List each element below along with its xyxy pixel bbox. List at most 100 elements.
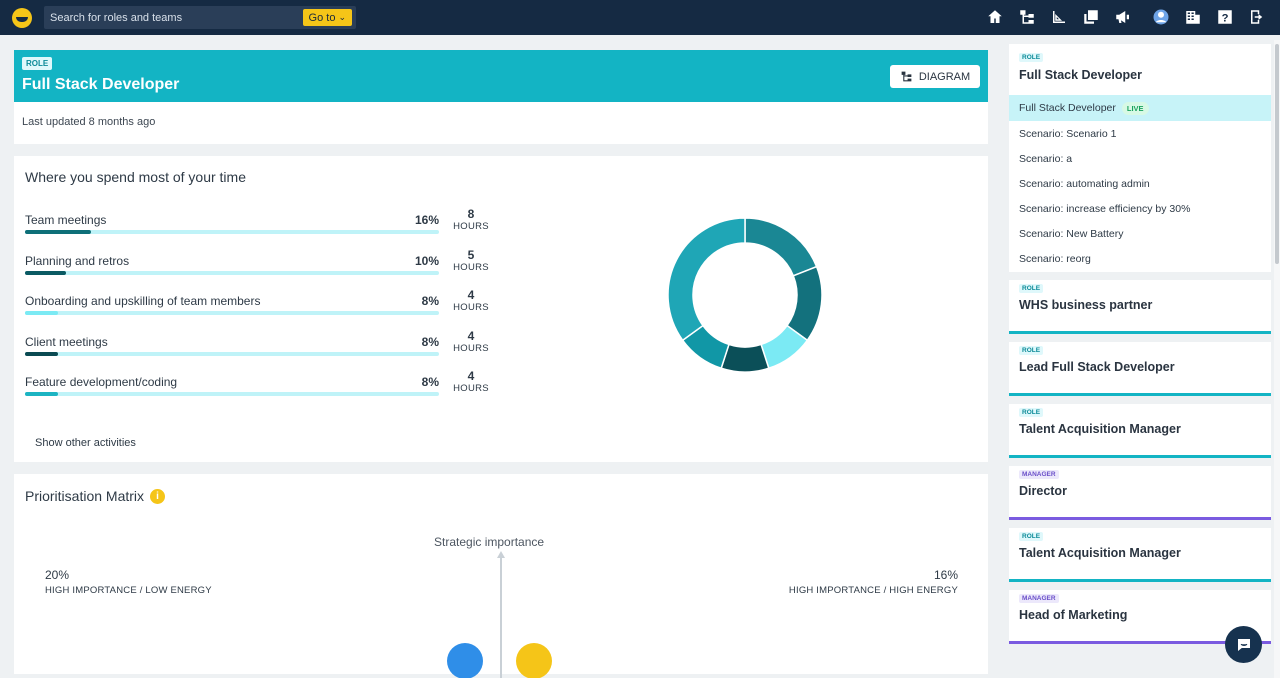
activity-percent: 8% — [421, 334, 439, 349]
role-card-accent — [1009, 517, 1271, 520]
donut-slice[interactable] — [667, 217, 746, 342]
activity-progress-fill — [25, 311, 59, 316]
role-card-title: WHS business partner — [1019, 298, 1153, 312]
activity-percent: 8% — [421, 294, 439, 309]
role-card-title: Talent Acquisition Manager — [1019, 422, 1181, 436]
info-icon[interactable]: i — [150, 488, 166, 504]
logout-icon[interactable] — [1248, 8, 1266, 26]
user-avatar-icon[interactable] — [1152, 8, 1170, 26]
activity-hours: 5 HOURS — [451, 248, 491, 274]
chat-button[interactable] — [1225, 626, 1262, 663]
role-sidebar: ROLE Full Stack Developer Full Stack Dev… — [1009, 44, 1271, 652]
scenario-item[interactable]: Scenario: Scenario 1 — [1019, 127, 1117, 140]
hours-unit: HOURS — [453, 342, 489, 354]
top-navigation-bar: Go to ⌄ ? — [0, 0, 1280, 35]
org-chart-icon — [901, 71, 912, 82]
activity-progress-fill — [25, 270, 67, 275]
activity-label: Planning and retros — [25, 253, 130, 268]
activity-hours: 8 HOURS — [451, 207, 491, 233]
page-title: Full Stack Developer — [22, 76, 180, 93]
ruler-icon[interactable] — [1050, 8, 1068, 26]
role-card[interactable]: ROLE Lead Full Stack Developer — [1009, 342, 1271, 396]
activity-label: Client meetings — [25, 334, 108, 349]
hours-value: 5 — [467, 247, 475, 262]
role-card[interactable]: ROLE Talent Acquisition Manager — [1009, 404, 1271, 458]
quadrant-label: HIGH IMPORTANCE / LOW ENERGY — [45, 585, 212, 596]
diagram-button[interactable]: DIAGRAM — [890, 65, 980, 88]
scenario-item[interactable]: Scenario: New Battery — [1019, 227, 1124, 240]
role-card[interactable]: MANAGER Director — [1009, 466, 1271, 520]
activity-hours: 4 HOURS — [451, 369, 491, 395]
org-chart-icon[interactable] — [1018, 8, 1036, 26]
role-card[interactable]: ROLE WHS business partner — [1009, 280, 1271, 334]
scenario-item[interactable]: Scenario: a — [1019, 152, 1073, 165]
scenario-item[interactable]: Scenario: automating admin — [1019, 177, 1150, 190]
show-other-activities-link[interactable]: Show other activities — [35, 437, 136, 449]
diagram-label: DIAGRAM — [918, 70, 971, 83]
role-card-accent — [1009, 455, 1271, 458]
app-logo[interactable] — [12, 8, 32, 28]
role-tag: ROLE — [1019, 532, 1044, 541]
hours-value: 4 — [467, 288, 475, 303]
role-card-title: Director — [1019, 484, 1067, 498]
hours-unit: HOURS — [453, 261, 489, 273]
role-card-accent — [1009, 641, 1271, 644]
matrix-bubble[interactable] — [447, 643, 483, 678]
role-card-accent — [1009, 393, 1271, 396]
section-title: Where you spend most of your time — [25, 169, 246, 185]
activity-row: Team meetings 16% — [25, 213, 439, 234]
scenario-label: Full Stack Developer — [1019, 102, 1116, 114]
donut-slice[interactable] — [744, 217, 818, 277]
matrix-title-text: Prioritisation Matrix — [25, 488, 145, 504]
role-tag: MANAGER — [1019, 594, 1059, 603]
hours-unit: HOURS — [453, 383, 489, 395]
scenario-item[interactable]: Scenario: increase efficiency by 30% — [1019, 202, 1191, 215]
activity-hours: 4 HOURS — [451, 329, 491, 355]
activity-progress-track — [25, 311, 439, 316]
search-box: Go to ⌄ — [44, 6, 356, 29]
copy-icon[interactable] — [1082, 8, 1100, 26]
role-tag: ROLE — [1019, 408, 1044, 417]
activity-label: Feature development/coding — [25, 375, 178, 390]
search-input[interactable] — [44, 11, 303, 24]
scenario-item[interactable]: Scenario: reorg — [1019, 252, 1091, 265]
matrix-title: Prioritisation Matrix i — [25, 488, 166, 504]
role-tag: ROLE — [1019, 284, 1044, 293]
matrix-bubble[interactable] — [516, 643, 552, 678]
time-donut-chart — [667, 217, 823, 373]
role-tag: MANAGER — [1019, 470, 1059, 479]
goto-button[interactable]: Go to ⌄ — [302, 9, 352, 26]
scenario-item-live[interactable]: Full Stack Developer LIVE — [1009, 95, 1271, 121]
scrollbar-thumb[interactable] — [1275, 44, 1279, 264]
role-card[interactable]: ROLE Talent Acquisition Manager — [1009, 528, 1271, 582]
hours-value: 4 — [467, 369, 475, 384]
role-card-accent — [1009, 579, 1271, 582]
live-badge: LIVE — [1121, 101, 1149, 115]
role-card-title: Head of Marketing — [1019, 608, 1128, 622]
time-allocation-card: Where you spend most of your time Team m… — [14, 156, 988, 462]
activity-percent: 16% — [414, 213, 439, 227]
activity-progress-track — [25, 270, 439, 275]
building-icon[interactable] — [1184, 8, 1202, 26]
chevron-down-icon: ⌄ — [338, 12, 346, 22]
home-icon[interactable] — [986, 8, 1004, 26]
announcement-icon[interactable] — [1114, 8, 1132, 26]
activity-row: Client meetings 8% — [25, 335, 439, 356]
activity-row: Onboarding and upskilling of team member… — [25, 294, 439, 316]
activity-row: Planning and retros 10% — [25, 254, 439, 275]
scrollbar-track[interactable] — [1274, 40, 1280, 678]
activity-hours: 4 HOURS — [451, 288, 491, 314]
role-card-accent — [1009, 331, 1271, 334]
hours-value: 8 — [467, 207, 475, 221]
current-role-title[interactable]: Full Stack Developer — [1019, 68, 1142, 82]
quadrant-pct: 20% — [45, 568, 70, 582]
role-card-title: Talent Acquisition Manager — [1019, 546, 1181, 560]
hours-value: 4 — [467, 328, 475, 343]
hours-unit: HOURS — [453, 221, 489, 232]
quadrant-label: HIGH IMPORTANCE / HIGH ENERGY — [788, 585, 958, 596]
help-icon[interactable]: ? — [1216, 8, 1234, 26]
current-role-card: ROLE Full Stack Developer Full Stack Dev… — [1009, 44, 1271, 272]
activity-progress-fill — [25, 230, 92, 234]
main-content: ROLE Full Stack Developer DIAGRAM Last u… — [14, 50, 988, 678]
axis-label: Strategic importance — [434, 535, 545, 549]
